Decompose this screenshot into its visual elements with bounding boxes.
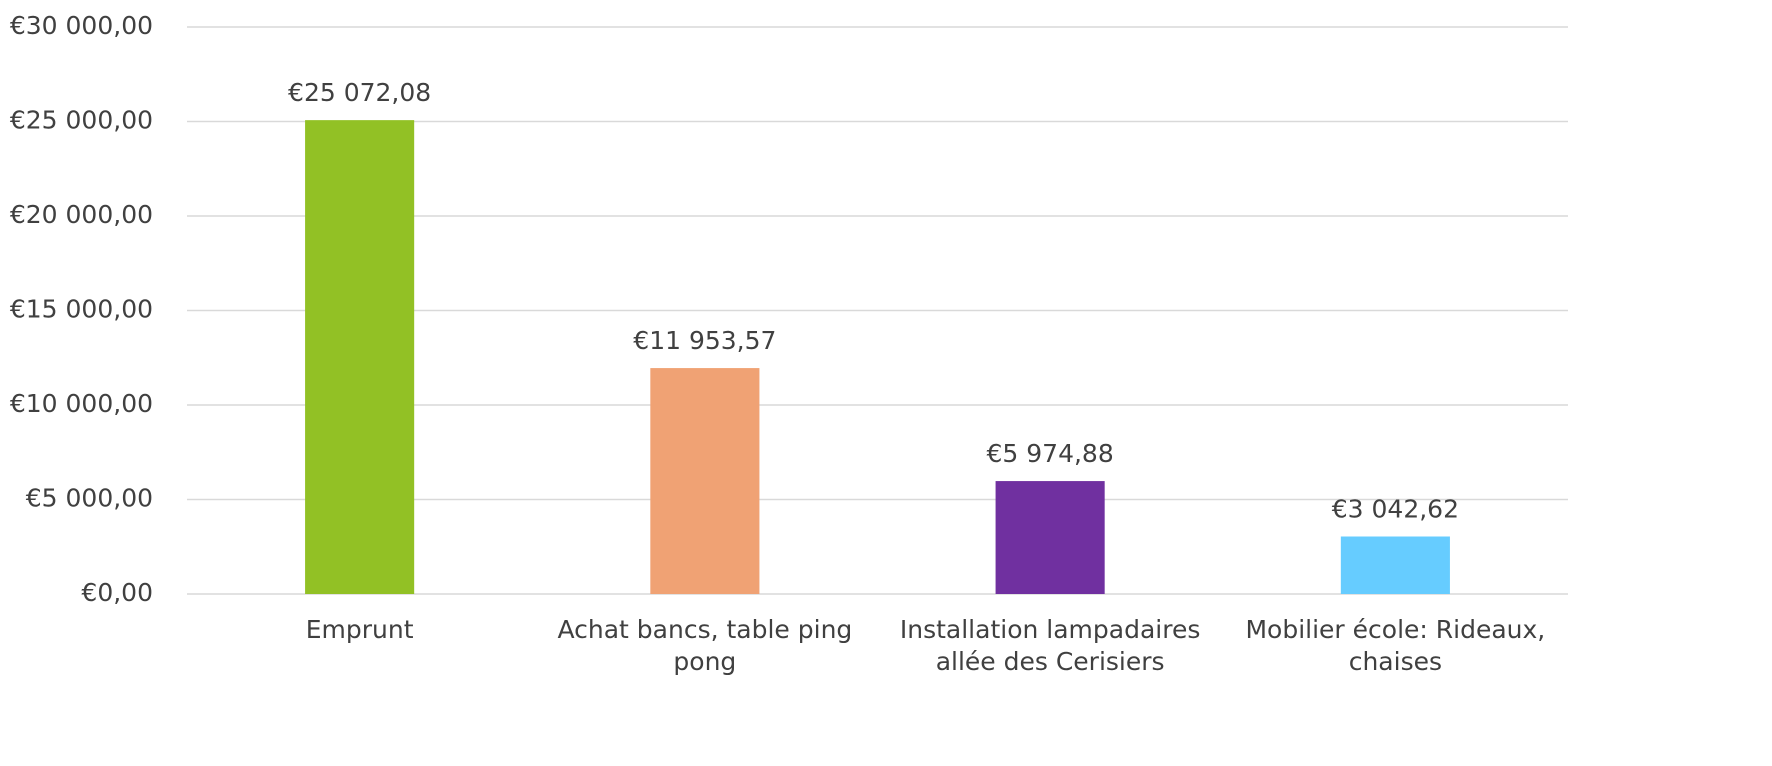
y-tick-label: €15 000,00: [10, 295, 153, 324]
bar: [995, 481, 1105, 594]
y-tick-label: €0,00: [81, 578, 153, 607]
y-tick-label: €25 000,00: [10, 106, 153, 135]
value-label: €11 953,57: [633, 326, 776, 355]
value-label: €25 072,08: [288, 78, 431, 107]
x-tick-label: Emprunt: [306, 615, 414, 644]
y-tick-label: €5 000,00: [26, 484, 153, 513]
x-tick-label: Mobilier école: Rideaux, chaises: [1245, 615, 1545, 676]
bar: [305, 120, 415, 594]
bar: [1340, 536, 1450, 594]
y-tick-label: €20 000,00: [10, 200, 153, 229]
bar: [650, 368, 760, 594]
y-tick-label: €30 000,00: [10, 11, 153, 40]
value-label: €3 042,62: [1332, 494, 1459, 523]
x-tick-label: Achat bancs, table ping pong: [557, 615, 852, 676]
y-tick-label: €10 000,00: [10, 389, 153, 418]
x-tick-label: Installation lampadaires allée des Cerisi…: [900, 615, 1201, 676]
value-label: €5 974,88: [987, 439, 1114, 468]
